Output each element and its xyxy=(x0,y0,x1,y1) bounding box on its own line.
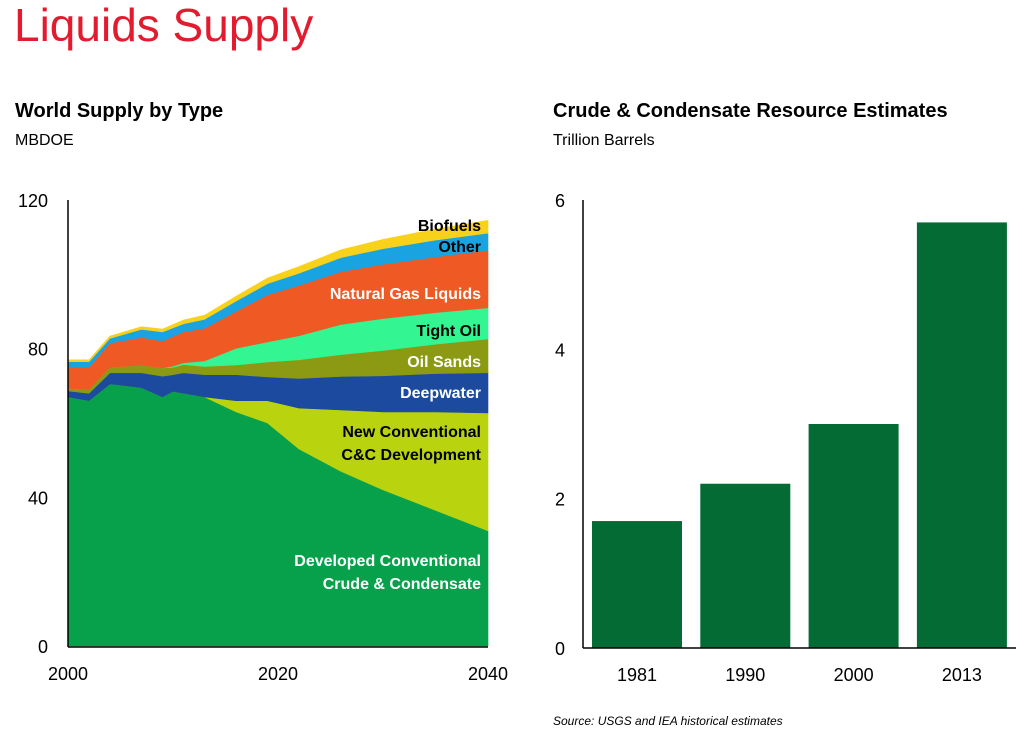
bar-x-tick-label: 2000 xyxy=(834,665,874,685)
page-title: Liquids Supply xyxy=(14,0,314,51)
supply-chart-title: World Supply by Type xyxy=(15,100,224,122)
series-label-new-conventional-c-c-development: New Conventional xyxy=(342,424,481,441)
area-layers xyxy=(67,220,489,647)
bar-x-tick-label: 1981 xyxy=(617,665,657,685)
bar-y-tick-label: 2 xyxy=(555,490,565,510)
y-tick-label: 120 xyxy=(18,191,48,211)
series-label-other: Other xyxy=(438,239,481,256)
y-tick-label: 80 xyxy=(28,340,48,360)
y-tick-label: 40 xyxy=(28,488,48,508)
bar-1990 xyxy=(700,483,791,648)
x-tick-label: 2040 xyxy=(468,664,508,684)
x-tick-label: 2000 xyxy=(48,664,88,684)
resource-chart-unit: Trillion Barrels xyxy=(553,132,655,149)
series-label-deepwater: Deepwater xyxy=(400,385,481,402)
bar-x-tick-label: 1990 xyxy=(725,665,765,685)
resource-chart-title: Crude & Condensate Resource Estimates xyxy=(553,100,948,122)
supply-chart-unit: MBDOE xyxy=(15,132,74,149)
series-label-developed-conventional-crude-condensate: Developed Conventional xyxy=(294,553,481,570)
series-label-oil-sands: Oil Sands xyxy=(407,354,481,371)
bar-y-tick-label: 4 xyxy=(555,340,565,360)
series-label-developed-conventional-crude-condensate: Crude & Condensate xyxy=(323,576,481,593)
y-tick-label: 0 xyxy=(38,637,48,657)
bar-2000 xyxy=(808,424,899,648)
bar-2013 xyxy=(916,222,1007,648)
series-label-natural-gas-liquids: Natural Gas Liquids xyxy=(330,286,481,303)
bar-y-tick-label: 6 xyxy=(555,191,565,211)
source-note: Source: USGS and IEA historical estimate… xyxy=(553,714,783,728)
x-tick-label: 2020 xyxy=(258,664,298,684)
series-label-new-conventional-c-c-development: C&C Development xyxy=(341,447,481,464)
bar-y-tick-label: 0 xyxy=(555,639,565,659)
series-label-tight-oil: Tight Oil xyxy=(416,323,481,340)
bar-1981 xyxy=(592,521,682,648)
area-biofuels xyxy=(67,220,489,362)
bar-x-tick-label: 2013 xyxy=(942,665,982,685)
series-label-biofuels: Biofuels xyxy=(418,218,481,235)
